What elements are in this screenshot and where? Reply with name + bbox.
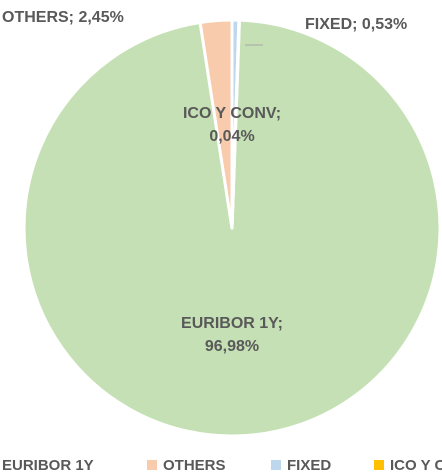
- legend-swatch: [147, 460, 157, 470]
- data-label: FIXED; 0,53%: [305, 16, 407, 33]
- legend-label: FIXED: [287, 457, 331, 474]
- pie-slice: [230, 18, 241, 230]
- legend-swatch: [374, 460, 384, 470]
- pie: [22, 18, 442, 438]
- legend: EURIBOR 1Y OTHERS FIXED ICO Y CONV: [2, 457, 442, 474]
- data-label: OTHERS; 2,45%: [2, 9, 124, 26]
- legend-label: OTHERS: [163, 457, 226, 474]
- data-label: ICO Y CONV; 0,04%: [183, 105, 281, 145]
- legend-label: EURIBOR 1Y: [2, 457, 94, 474]
- legend-swatch: [271, 460, 281, 470]
- legend-label: ICO Y CONV: [390, 457, 442, 474]
- data-labels: EURIBOR 1Y; 96,98% OTHERS; 2,45% FIXED; 0,5…: [2, 9, 407, 355]
- data-label: EURIBOR 1Y; 96,98%: [181, 315, 283, 355]
